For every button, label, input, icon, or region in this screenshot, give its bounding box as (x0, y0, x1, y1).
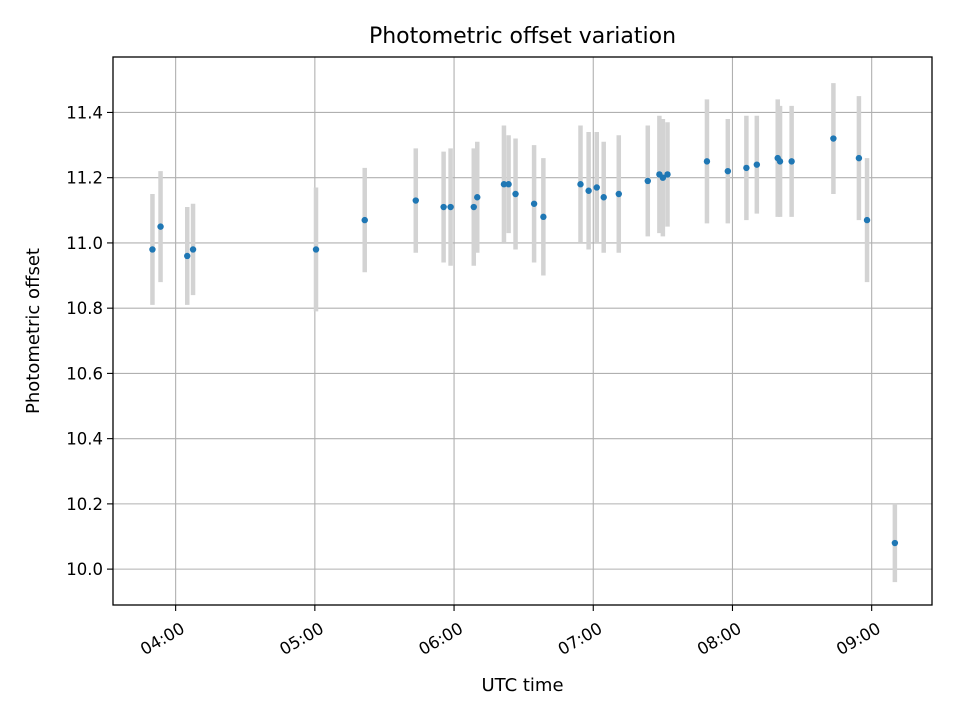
chart-title: Photometric offset variation (369, 24, 676, 49)
y-tick-label: 11.4 (66, 103, 103, 122)
data-point (440, 203, 447, 211)
data-point (776, 158, 784, 165)
grid-lines (113, 57, 932, 605)
y-tick-label: 11.0 (66, 234, 103, 253)
data-point (474, 194, 481, 201)
data-point (753, 161, 761, 168)
data-point (788, 158, 795, 165)
y-tick-label: 10.6 (66, 364, 103, 383)
data-point (600, 194, 607, 201)
y-tick-label: 10.4 (66, 430, 103, 449)
data-point (189, 246, 197, 253)
data-point (585, 187, 592, 194)
y-axis-label: Photometric offset (23, 248, 44, 414)
data-point (863, 216, 871, 224)
data-point (470, 203, 477, 211)
x-axis-label: UTC time (481, 675, 563, 696)
plot-frame (112, 56, 933, 606)
data-point (312, 246, 320, 253)
data-point (593, 184, 600, 191)
data-point (157, 223, 164, 230)
y-tick-label: 10.2 (66, 495, 103, 514)
data-point (891, 539, 899, 547)
data-point (149, 246, 156, 253)
data-point (743, 164, 750, 172)
data-point (724, 167, 732, 175)
data-point (615, 190, 622, 198)
y-tick-label: 11.2 (66, 169, 103, 188)
data-point (855, 154, 863, 162)
data-point (830, 135, 837, 142)
data-points (149, 135, 899, 547)
data-point (184, 252, 191, 260)
data-point (361, 216, 368, 224)
data-point (577, 181, 584, 188)
y-tick-label: 10.0 (66, 560, 103, 579)
data-point (703, 158, 711, 165)
data-point (447, 203, 454, 211)
data-point (664, 171, 671, 178)
y-axis-ticks: 10.0 10.2 10.4 10.6 10.8 11.0 11.2 11.4 (66, 103, 113, 579)
data-point (512, 190, 519, 198)
data-point (540, 213, 547, 221)
data-point (505, 181, 512, 188)
data-point (644, 177, 651, 185)
data-point (659, 174, 667, 181)
y-tick-label: 10.8 (66, 299, 103, 318)
data-point (412, 197, 419, 204)
data-point (530, 200, 538, 207)
data-point (500, 181, 508, 188)
